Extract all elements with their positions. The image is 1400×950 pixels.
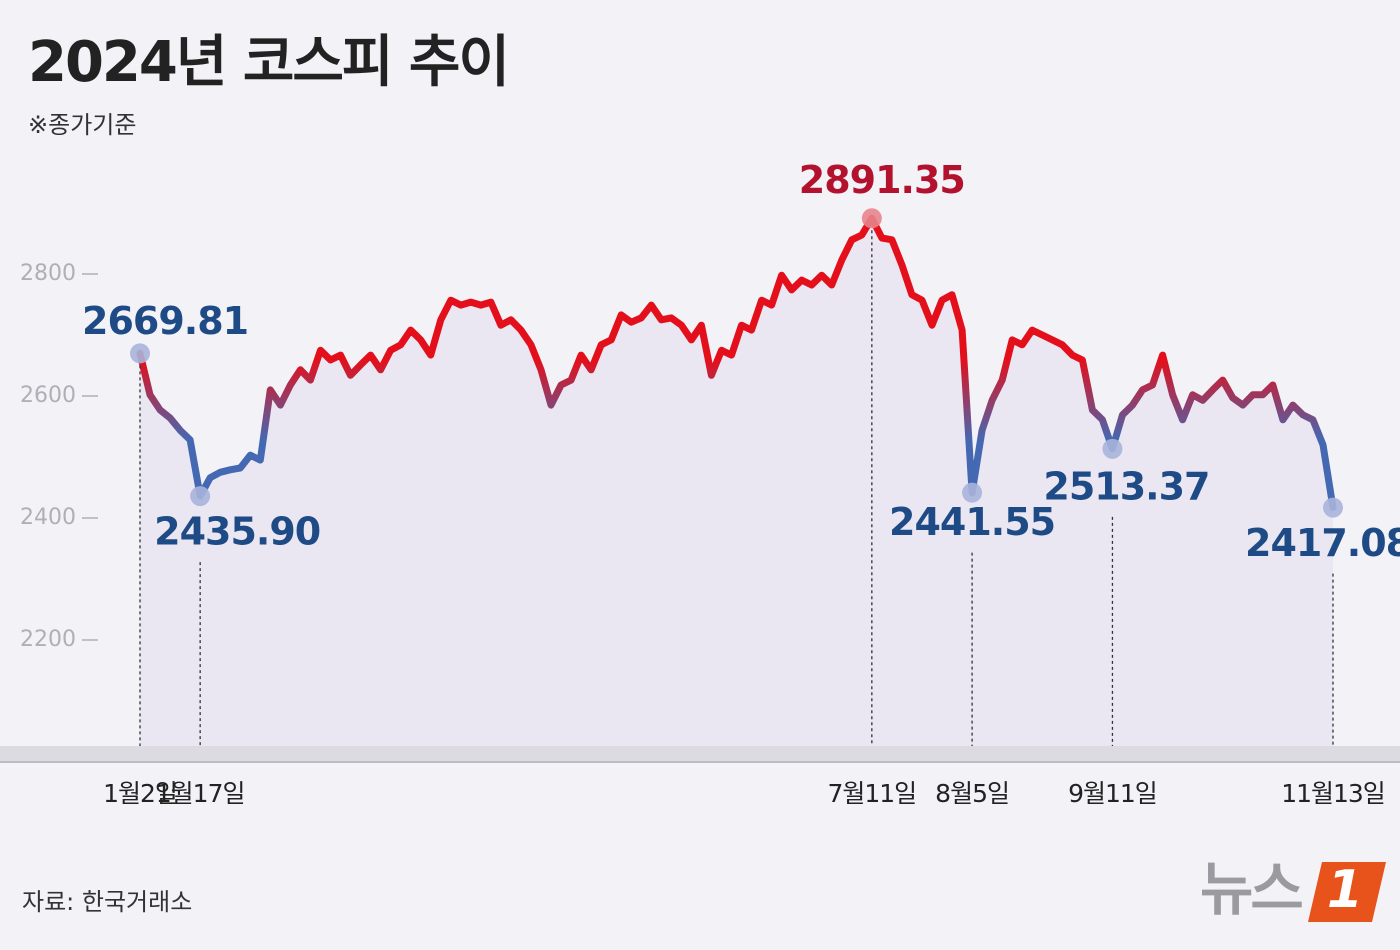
logo-mark: 1: [1327, 860, 1363, 920]
x-tick-label: 9월11일: [1068, 779, 1157, 808]
point: [190, 486, 211, 507]
x-tick-label: 8월5일: [935, 779, 1009, 808]
chart-subtitle: ※종가기준: [28, 111, 136, 139]
y-tick-label: 2200: [20, 627, 76, 652]
logo-text: 뉴스: [1200, 855, 1302, 923]
chart-title: 2024년 코스피 추이: [28, 30, 508, 95]
y-tick-label: 2600: [20, 383, 76, 408]
x-tick-label: 11월13일: [1281, 779, 1385, 808]
y-tick-label: 2400: [20, 505, 76, 530]
x-tick-label: 1월17일: [156, 779, 245, 808]
axis-band: [0, 746, 1400, 762]
logo-mark-bg: [1308, 862, 1386, 922]
x-tick-label: 1월2일: [103, 779, 177, 808]
point: [130, 343, 150, 364]
line: [136, 214, 1337, 512]
plot-area: [136, 214, 1337, 763]
point: [962, 482, 983, 503]
area: [140, 218, 1333, 763]
y-tick-label: 2800: [20, 261, 76, 286]
data-label: 2513.37: [1043, 464, 1209, 508]
data-label: 2417.08: [1245, 521, 1400, 565]
source: 자료: 한국거래소: [22, 888, 192, 916]
point: [861, 208, 882, 229]
data-label: 2435.90: [154, 510, 320, 554]
data-label: 2441.55: [889, 500, 1055, 544]
point: [1323, 497, 1343, 518]
point: [1102, 438, 1123, 459]
logo: 뉴스 1: [1200, 855, 1386, 923]
data-label: 2669.81: [82, 299, 248, 343]
x-tick-label: 7월11일: [827, 779, 916, 808]
data-label: 2891.35: [799, 158, 965, 202]
